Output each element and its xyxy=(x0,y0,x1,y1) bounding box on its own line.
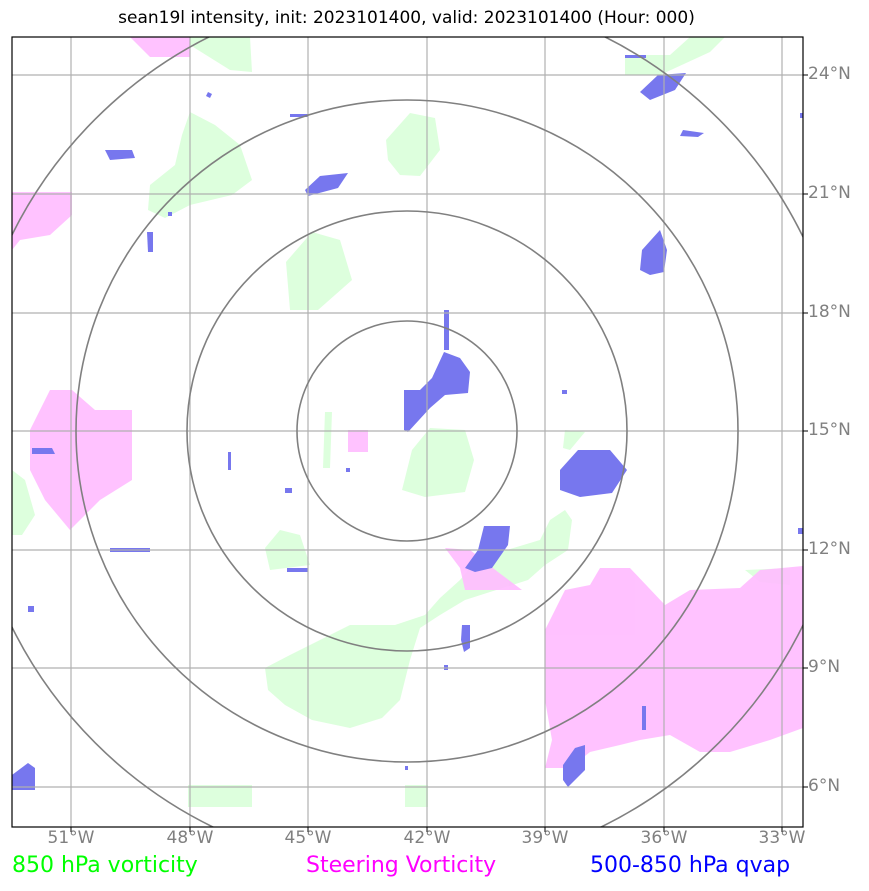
map-border xyxy=(11,36,804,828)
lat-label: 18°N xyxy=(808,302,851,322)
qvap-area xyxy=(28,606,34,612)
vort850-area xyxy=(563,430,585,450)
lat-label: 6°N xyxy=(808,776,841,796)
legend-qvap: 500-850 hPa qvap xyxy=(590,853,791,878)
qvap-area xyxy=(147,232,153,252)
qvap-area xyxy=(105,150,135,160)
qvap-area xyxy=(444,310,449,350)
lon-label: 39°W xyxy=(521,828,569,848)
lon-label: 42°W xyxy=(403,828,451,848)
lat-label: 9°N xyxy=(808,657,841,677)
lat-label: 24°N xyxy=(808,64,851,84)
steering-area xyxy=(12,192,72,250)
legend-steering: Steering Vorticity xyxy=(306,853,497,878)
qvap-areas xyxy=(12,55,803,790)
vort850-area xyxy=(402,428,474,497)
lon-label: 51°W xyxy=(47,828,95,848)
qvap-area xyxy=(800,113,803,118)
qvap-area xyxy=(798,528,803,534)
steering-area xyxy=(130,37,190,57)
qvap-area xyxy=(287,568,308,572)
range-ring xyxy=(296,320,518,542)
vort850-area xyxy=(12,470,35,535)
lon-label: 36°W xyxy=(640,828,688,848)
vort850-area xyxy=(625,37,725,75)
lon-label: 33°W xyxy=(758,828,806,848)
vort850-area xyxy=(323,412,332,468)
qvap-area xyxy=(562,390,567,394)
range-rings xyxy=(12,37,803,827)
qvap-area xyxy=(404,352,470,432)
steering-areas xyxy=(12,37,803,768)
qvap-area xyxy=(305,173,348,196)
map-title: sean19l intensity, init: 2023101400, val… xyxy=(118,8,695,28)
vort850-area xyxy=(265,510,572,728)
lon-label: 45°W xyxy=(284,828,332,848)
range-ring xyxy=(75,99,739,763)
steering-area xyxy=(348,430,368,452)
vort850-area xyxy=(148,112,252,218)
qvap-area xyxy=(642,706,646,730)
graticule xyxy=(12,37,803,827)
qvap-area xyxy=(346,468,350,472)
qvap-area xyxy=(640,73,686,100)
lat-label: 12°N xyxy=(808,539,851,559)
qvap-area xyxy=(465,526,510,572)
qvap-area xyxy=(563,745,585,787)
steering-area xyxy=(30,390,132,530)
vort850-area xyxy=(405,785,428,807)
steering-area xyxy=(545,566,803,768)
vort850-area xyxy=(286,232,352,310)
qvap-area xyxy=(560,450,627,497)
lat-label: 21°N xyxy=(808,183,851,203)
qvap-area xyxy=(228,452,231,470)
qvap-area xyxy=(206,92,212,98)
qvap-area xyxy=(461,625,470,652)
vort850-area xyxy=(386,113,440,176)
lat-label: 15°N xyxy=(808,420,851,440)
vort850-area xyxy=(190,37,252,72)
qvap-area xyxy=(680,130,704,137)
qvap-area xyxy=(285,488,292,493)
qvap-area xyxy=(32,448,55,454)
qvap-area xyxy=(405,766,408,770)
lon-label: 48°W xyxy=(166,828,214,848)
legend-vort850: 850 hPa vorticity xyxy=(12,853,198,878)
qvap-area xyxy=(168,212,172,216)
range-ring xyxy=(186,210,628,652)
qvap-area xyxy=(12,763,35,790)
qvap-area xyxy=(640,230,667,275)
vort850-area xyxy=(188,785,252,807)
